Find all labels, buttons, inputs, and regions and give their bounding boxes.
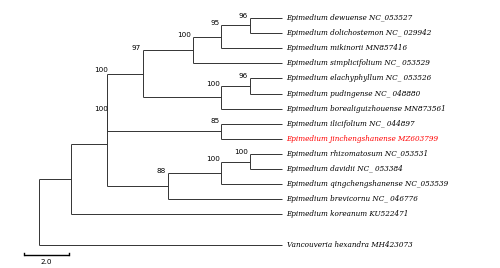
Text: 100: 100 <box>206 156 220 162</box>
Text: Epimedium rhizomatosum NC_053531: Epimedium rhizomatosum NC_053531 <box>286 150 428 158</box>
Text: Epimedium simplicifolium NC_ 053529: Epimedium simplicifolium NC_ 053529 <box>286 59 430 67</box>
Text: Epimedium borealiguizhouense MN873561: Epimedium borealiguizhouense MN873561 <box>286 105 446 113</box>
Text: Epimedium pudingense NC_ 048880: Epimedium pudingense NC_ 048880 <box>286 90 421 98</box>
Text: 2.0: 2.0 <box>41 259 52 265</box>
Text: 100: 100 <box>234 149 248 155</box>
Text: Epimedium jinchengshanense MZ603799: Epimedium jinchengshanense MZ603799 <box>286 135 438 143</box>
Text: 100: 100 <box>177 32 191 38</box>
Text: Vancouveria hexandra MH423073: Vancouveria hexandra MH423073 <box>286 241 412 249</box>
Text: 100: 100 <box>94 106 108 111</box>
Text: Epimedium dewuense NC_053527: Epimedium dewuense NC_053527 <box>286 14 413 22</box>
Text: Epimedium dolichostemon NC_ 029942: Epimedium dolichostemon NC_ 029942 <box>286 29 432 37</box>
Text: Epimedium qingchengshanense NC_053539: Epimedium qingchengshanense NC_053539 <box>286 180 449 188</box>
Text: 88: 88 <box>156 168 166 174</box>
Text: 85: 85 <box>210 118 220 125</box>
Text: 100: 100 <box>206 81 220 87</box>
Text: Epimedium koreanum KU522471: Epimedium koreanum KU522471 <box>286 210 409 218</box>
Text: 95: 95 <box>210 20 220 26</box>
Text: Epimedium davidii NC_ 053384: Epimedium davidii NC_ 053384 <box>286 165 404 173</box>
Text: Epimedium brevicornu NC_ 046776: Epimedium brevicornu NC_ 046776 <box>286 195 418 203</box>
Text: 96: 96 <box>239 13 248 19</box>
Text: Epimedium mikinorii MN857416: Epimedium mikinorii MN857416 <box>286 44 408 52</box>
Text: 96: 96 <box>239 73 248 79</box>
Text: 100: 100 <box>94 67 108 73</box>
Text: Epimedium ilicifolium NC_ 044897: Epimedium ilicifolium NC_ 044897 <box>286 120 415 128</box>
Text: 97: 97 <box>132 45 140 51</box>
Text: Epimedium elachyphyllum NC_ 053526: Epimedium elachyphyllum NC_ 053526 <box>286 75 432 82</box>
